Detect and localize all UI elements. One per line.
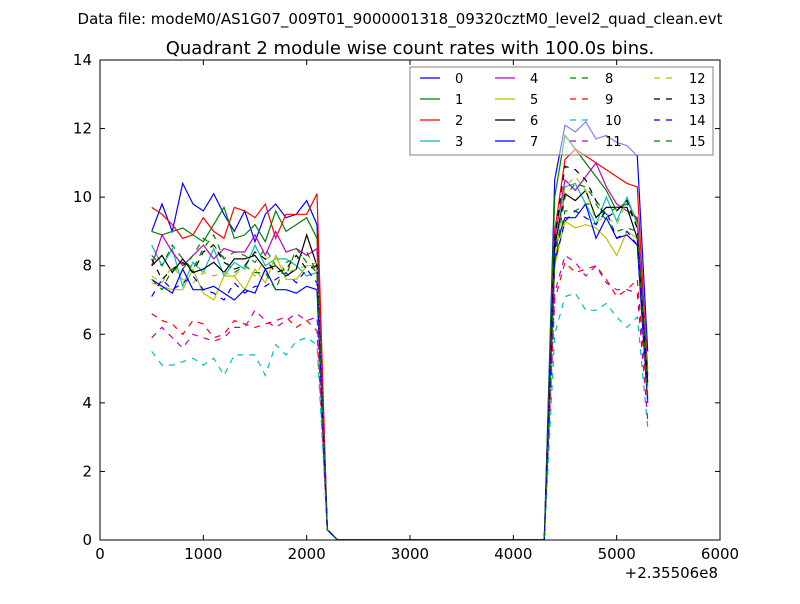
x-tick-label: 3000 [391,545,429,563]
legend-entry-7: 7 [495,135,538,150]
y-tick-label: 10 [73,188,92,206]
legend-entry-10: 10 [570,114,622,129]
series-line-2 [151,148,649,540]
legend-label: 13 [689,93,706,108]
legend-frame [409,66,714,156]
legend-label: 11 [605,135,622,150]
legend-entry-9: 9 [570,93,613,108]
y-tick-label: 12 [73,120,92,138]
series-line-9 [151,261,649,540]
legend-label: 1 [455,93,463,108]
legend-label: 5 [530,93,538,108]
y-tick-label: 14 [73,51,92,69]
legend-label: 7 [530,135,538,150]
series-line-13 [151,165,649,540]
x-tick-label: 5000 [598,545,636,563]
legend-entry-6: 6 [495,114,538,129]
legend-entry-14: 14 [654,114,706,129]
legend-entry-3: 3 [420,135,463,150]
legend-entry-11: 11 [570,135,622,150]
chart-title: Quadrant 2 module wise count rates with … [166,38,655,59]
series-line-3 [151,182,649,540]
legend-entry-2: 2 [420,114,463,129]
series-line-6 [151,189,649,540]
series-line-15 [151,203,649,540]
legend-entry-0: 0 [420,72,463,87]
x-tick-label: 1000 [184,545,222,563]
y-tick-label: 0 [82,531,92,549]
legend-entry-12: 12 [654,72,706,87]
series-line-11 [151,254,649,540]
legend-label: 14 [689,114,706,129]
series-line-7 [151,202,649,540]
series-line-5 [151,220,649,540]
legend-label: 8 [605,72,613,87]
x-tick-label: 6000 [701,545,739,563]
legend-entry-8: 8 [570,72,613,87]
x-tick-label: 2000 [288,545,326,563]
legend-label: 9 [605,93,613,108]
legend-label: 3 [455,135,463,150]
legend-label: 0 [455,72,463,87]
y-tick-label: 4 [82,394,92,412]
legend-label: 10 [605,114,622,129]
legend-label: 12 [689,72,706,87]
legend-entry-13: 13 [654,93,706,108]
x-offset-label: +2.35506e8 [625,564,718,582]
legend-label: 2 [455,114,463,129]
y-tick-label: 6 [82,325,92,343]
legend-entry-1: 1 [420,93,463,108]
x-tick-label: 4000 [494,545,532,563]
legend-label: 15 [689,135,706,150]
y-tick-label: 2 [82,462,92,480]
series-line-8 [151,182,649,540]
legend-label: 6 [530,114,538,129]
suptitle: Data file: modeM0/AS1G07_009T01_90000013… [78,10,723,29]
y-tick-label: 8 [82,257,92,275]
legend-label: 4 [530,72,538,87]
x-tick-label: 0 [95,545,105,563]
legend-entry-5: 5 [495,93,538,108]
legend-entry-4: 4 [495,72,538,87]
legend-entry-15: 15 [654,135,706,150]
